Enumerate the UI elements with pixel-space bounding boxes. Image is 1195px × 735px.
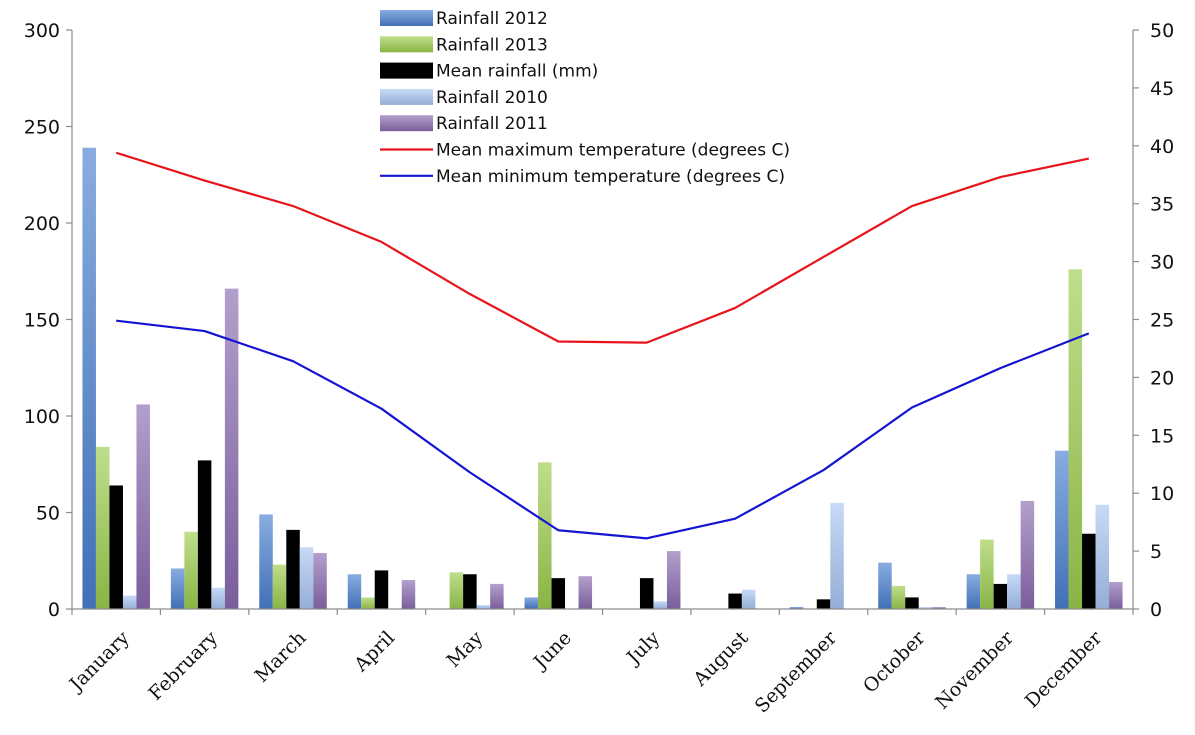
bar-rainfall-2010-march — [299, 547, 314, 609]
right-y-tick-label: 0 — [1150, 599, 1162, 621]
legend-label-rainfall-2013: Rainfall 2013 — [436, 35, 548, 55]
bar-rainfall-2012-september — [789, 607, 804, 609]
bar-mean-rainfall-mm-january — [109, 485, 123, 609]
bars-layer — [82, 147, 1123, 610]
left-y-tick-label: 300 — [24, 20, 60, 42]
bar-mean-rainfall-mm-november — [993, 583, 1008, 609]
bar-mean-rainfall-mm-february — [197, 460, 212, 609]
right-y-tick-label: 45 — [1150, 78, 1174, 100]
x-tick-label-february: February — [144, 627, 222, 705]
bar-rainfall-2013-november — [980, 539, 994, 609]
bar-rainfall-2012-november — [966, 574, 981, 609]
bar-rainfall-2013-june — [538, 462, 552, 609]
right-y-tick-label: 20 — [1150, 367, 1174, 389]
left-y-tick-label: 50 — [36, 503, 60, 525]
legend-label-rainfall-2011: Rainfall 2011 — [436, 114, 548, 134]
bar-rainfall-2010-september — [830, 502, 844, 609]
bar-rainfall-2011-december — [1109, 581, 1123, 609]
bar-rainfall-2013-may — [449, 572, 464, 609]
bar-mean-rainfall-mm-march — [286, 529, 300, 609]
left-y-tick-label: 100 — [24, 406, 60, 428]
right-y-tick-label: 40 — [1150, 136, 1174, 158]
bar-mean-rainfall-mm-may — [463, 574, 477, 609]
bar-rainfall-2010-december — [1095, 504, 1110, 609]
bar-mean-rainfall-mm-september — [816, 599, 831, 609]
bar-mean-rainfall-mm-july — [639, 578, 654, 609]
bar-rainfall-2010-august — [741, 589, 756, 609]
bar-rainfall-2013-january — [95, 446, 110, 609]
bar-rainfall-2011-october — [932, 607, 946, 609]
bar-rainfall-2010-may — [476, 605, 491, 609]
bar-rainfall-2013-february — [184, 531, 198, 609]
right-y-tick-label: 5 — [1150, 541, 1162, 563]
bar-rainfall-2011-january — [136, 404, 150, 609]
bar-rainfall-2011-february — [224, 288, 239, 609]
x-tick-label-march: March — [251, 627, 311, 687]
right-y-tick-label: 10 — [1150, 483, 1174, 505]
bar-rainfall-2011-june — [578, 576, 593, 609]
bar-mean-rainfall-mm-june — [551, 578, 566, 609]
bar-mean-rainfall-mm-december — [1082, 533, 1096, 609]
right-y-tick-label: 35 — [1150, 194, 1174, 216]
legend-label-mean-minimum-temperature-degrees-c: Mean minimum temperature (degrees C) — [436, 167, 785, 187]
x-tick-label-august: August — [688, 627, 752, 691]
line-mean-maximum-temperature-degrees-c — [115, 151, 1090, 344]
right-y-tick-label: 50 — [1150, 20, 1174, 42]
right-y-tick-label: 25 — [1150, 310, 1174, 332]
right-y-tick-label: 30 — [1150, 252, 1174, 274]
x-tick-label-january: January — [64, 627, 134, 697]
bar-rainfall-2010-january — [122, 595, 137, 609]
bar-rainfall-2012-march — [259, 514, 273, 609]
x-tick-label-december: December — [1021, 626, 1107, 712]
x-tick-label-september: September — [751, 626, 842, 717]
bar-rainfall-2011-april — [401, 580, 416, 609]
legend-label-rainfall-2012: Rainfall 2012 — [436, 9, 548, 29]
bar-rainfall-2012-january — [82, 147, 96, 610]
x-tick-label-october: October — [859, 626, 930, 697]
lines-layer — [115, 151, 1090, 540]
left-y-tick-label: 0 — [48, 599, 60, 621]
legend-label-mean-rainfall-mm: Mean rainfall (mm) — [436, 62, 598, 82]
bar-rainfall-2012-december — [1055, 450, 1069, 609]
left-y-tick-label: 200 — [24, 213, 60, 235]
bar-rainfall-2013-december — [1068, 269, 1083, 609]
bar-rainfall-2010-october — [918, 607, 933, 609]
right-y-tick-label: 15 — [1150, 425, 1174, 447]
legend-swatch-rainfall-2010 — [380, 88, 433, 105]
x-tick-label-july: July — [621, 627, 664, 670]
bar-rainfall-2013-april — [361, 597, 375, 609]
bar-mean-rainfall-mm-october — [905, 597, 919, 609]
bar-mean-rainfall-mm-august — [728, 593, 742, 609]
bar-rainfall-2013-march — [272, 564, 287, 609]
legend-swatch-mean-rainfall-mm — [380, 62, 433, 79]
bar-rainfall-2012-june — [524, 597, 539, 609]
bar-mean-rainfall-mm-april — [374, 570, 389, 609]
bar-rainfall-2012-october — [878, 562, 892, 609]
x-tick-label-june: June — [528, 627, 576, 675]
legend-swatch-rainfall-2011 — [380, 115, 433, 132]
bar-rainfall-2011-may — [490, 583, 504, 609]
left-y-tick-label: 150 — [24, 310, 60, 332]
bar-rainfall-2012-february — [170, 568, 185, 609]
bar-rainfall-2011-march — [313, 553, 327, 609]
legend-label-rainfall-2010: Rainfall 2010 — [436, 88, 548, 108]
x-tick-label-november: November — [931, 626, 1018, 713]
bar-rainfall-2010-november — [1007, 574, 1021, 609]
bar-rainfall-2010-february — [211, 587, 225, 609]
bar-rainfall-2012-april — [347, 574, 362, 609]
line-mean-minimum-temperature-degrees-c — [116, 319, 1090, 540]
legend-label-mean-maximum-temperature-degrees-c: Mean maximum temperature (degrees C) — [436, 141, 790, 161]
bar-rainfall-2010-july — [653, 601, 667, 609]
x-tick-label-april: April — [349, 627, 399, 677]
legend: Rainfall 2012 Rainfall 2013 Mean rainfall … — [380, 9, 790, 187]
bar-rainfall-2013-october — [891, 585, 906, 609]
bar-rainfall-2011-july — [666, 551, 681, 609]
legend-swatch-rainfall-2013 — [380, 36, 433, 53]
left-y-tick-label: 250 — [24, 117, 60, 139]
legend-swatch-rainfall-2012 — [380, 10, 433, 26]
x-tick-label-may: May — [442, 627, 487, 672]
bar-rainfall-2011-november — [1020, 500, 1035, 609]
